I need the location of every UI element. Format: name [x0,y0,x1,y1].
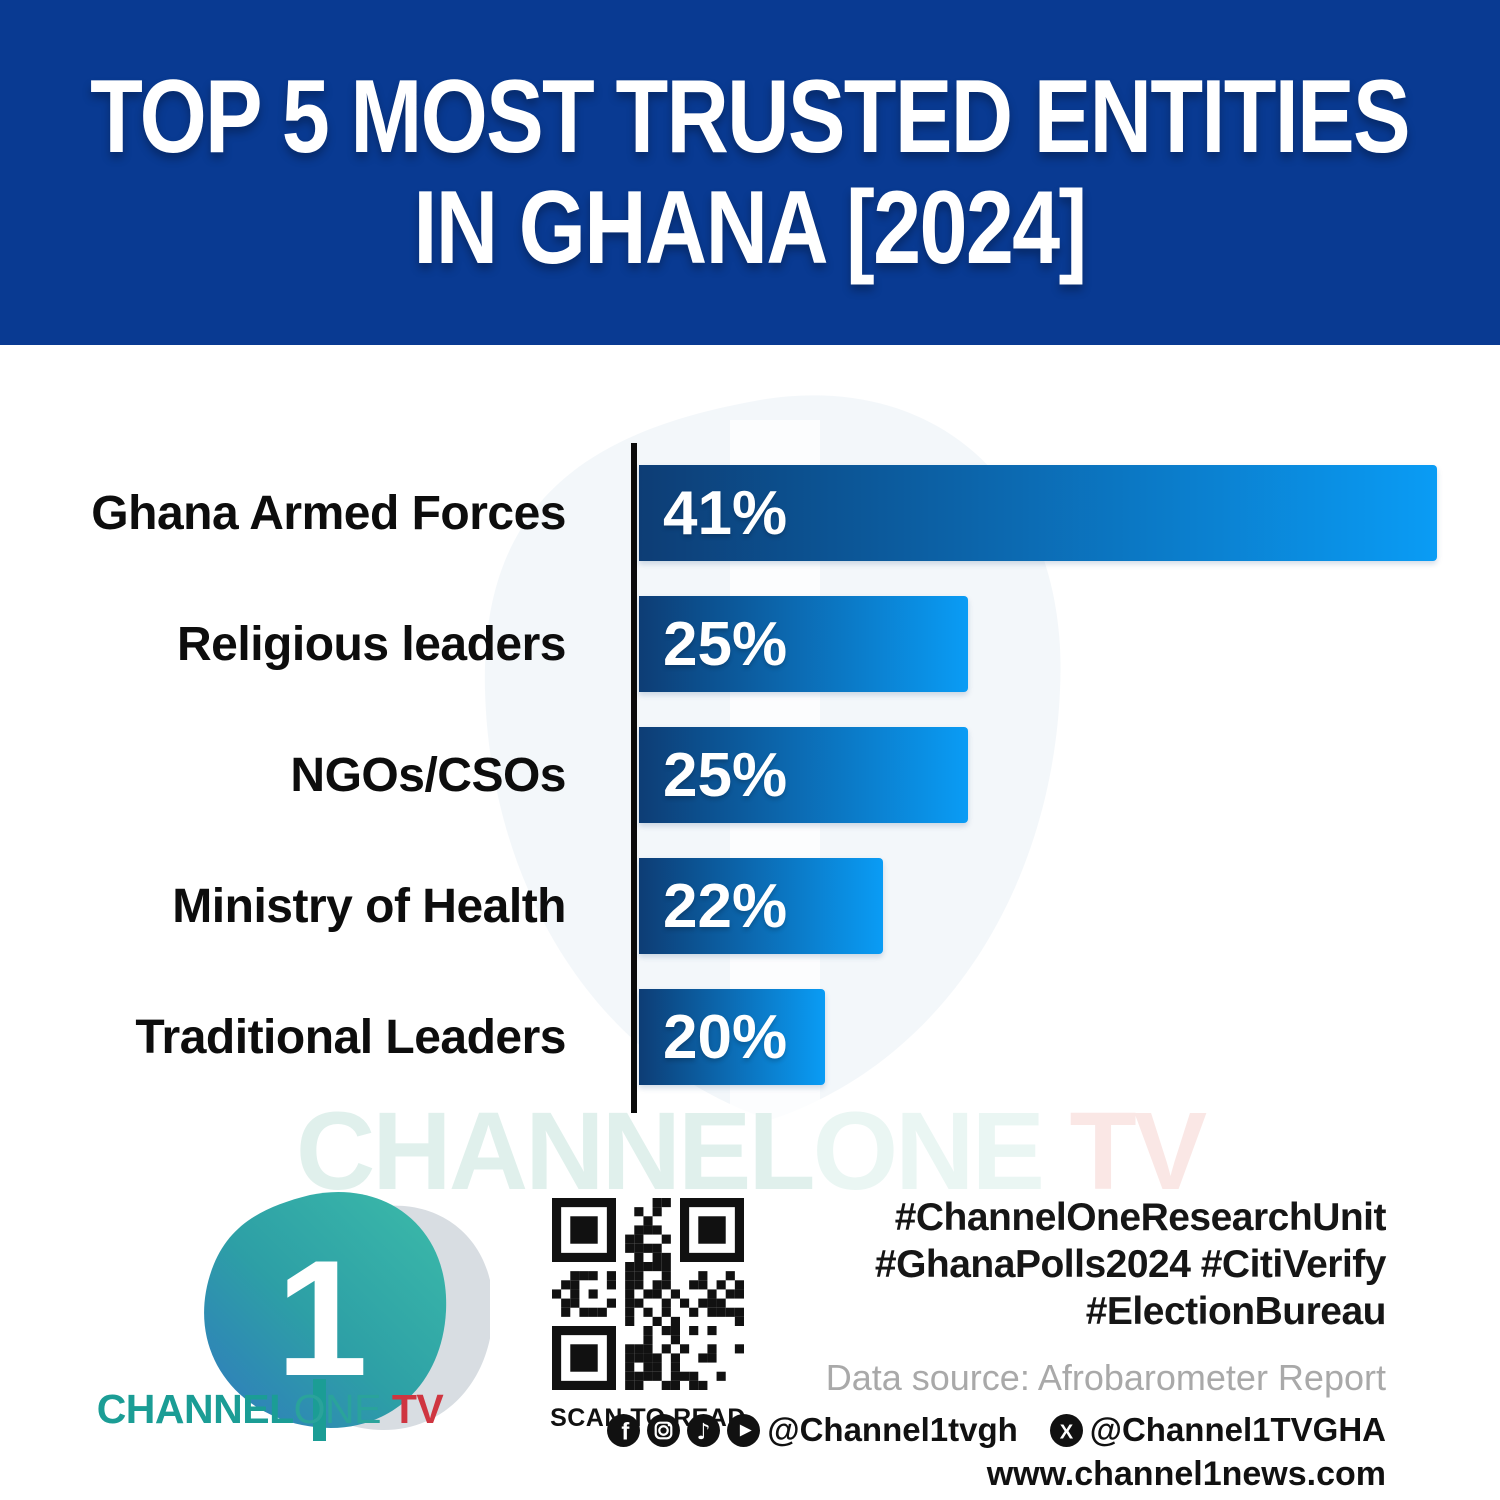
bar: 25% [639,727,968,823]
hashtag-line: #GhanaPolls2024 #CitiVerify [874,1243,1387,1286]
bar-value-label: 25% [663,609,788,679]
chart-row: Ghana Armed Forces 41% [0,465,1500,561]
category-label: Religious leaders [177,617,566,671]
bar: 22% [639,858,883,954]
svg-text:♪: ♪ [697,1419,711,1444]
wordmark-tv: TV [381,1386,444,1432]
bar: 25% [639,596,968,692]
wordmark-one: ONE [293,1386,382,1432]
bar-value-label: 25% [663,740,788,810]
wordmark-channel: CHANNEL [96,1386,294,1432]
instagram-icon [647,1413,681,1447]
chart-row: Traditional Leaders 20% [0,989,1500,1085]
footer-right-column: #ChannelOneResearchUnit #GhanaPolls2024 … [607,1194,1386,1494]
tiktok-icon: ♪ [687,1413,721,1447]
category-label: NGOs/CSOs [290,748,566,802]
bar-value-label: 22% [663,871,788,941]
hashtag-line: #ChannelOneResearchUnit [894,1196,1387,1239]
chart-row: Ministry of Health 22% [0,858,1500,954]
header-banner: TOP 5 MOST TRUSTED ENTITIES IN GHANA [20… [0,0,1500,345]
svg-text:X: X [1060,1421,1074,1443]
channel-one-logo: 1 [204,1191,490,1441]
bar-value-label: 20% [663,1002,788,1072]
youtube-icon [727,1413,761,1447]
facebook-icon: f [607,1413,641,1447]
social-handle-main: @Channel1tvgh [767,1411,1018,1448]
hashtag-line: #ElectionBureau [1085,1290,1387,1333]
page-title: TOP 5 MOST TRUSTED ENTITIES IN GHANA [20… [90,59,1412,286]
bar: 41% [639,465,1437,561]
chart-axis [631,443,637,1113]
chart-row: Religious leaders 25% [0,596,1500,692]
logo-numeral-tail [313,1379,326,1441]
title-line-2: IN GHANA [2024] [413,169,1088,286]
title-line-1: TOP 5 MOST TRUSTED ENTITIES [90,59,1412,176]
logo-wordmark: CHANNELONE TV [95,1386,445,1433]
x-icon: X [1049,1413,1083,1447]
category-label: Ministry of Health [172,879,566,933]
bar: 20% [639,989,825,1085]
bar-value-label: 41% [663,478,788,548]
data-source: Data source: Afrobarometer Report [825,1357,1386,1398]
hashtags: #ChannelOneResearchUnit #GhanaPolls2024 … [607,1194,1387,1335]
social-handle-x: @Channel1TVGHA [1089,1411,1386,1448]
category-label: Traditional Leaders [135,1010,566,1064]
qr-block: SCAN TO READ [540,1198,756,1433]
chart-row: NGOs/CSOs 25% [0,727,1500,823]
teal-pebble-icon [204,1191,447,1428]
social-row: f ♪ @Channel1tvgh X @Channel1T [607,1411,1386,1449]
website-url: www.channel1news.com [986,1455,1386,1493]
category-label: Ghana Armed Forces [91,486,566,540]
svg-text:f: f [622,1418,630,1445]
qr-code [552,1198,744,1390]
